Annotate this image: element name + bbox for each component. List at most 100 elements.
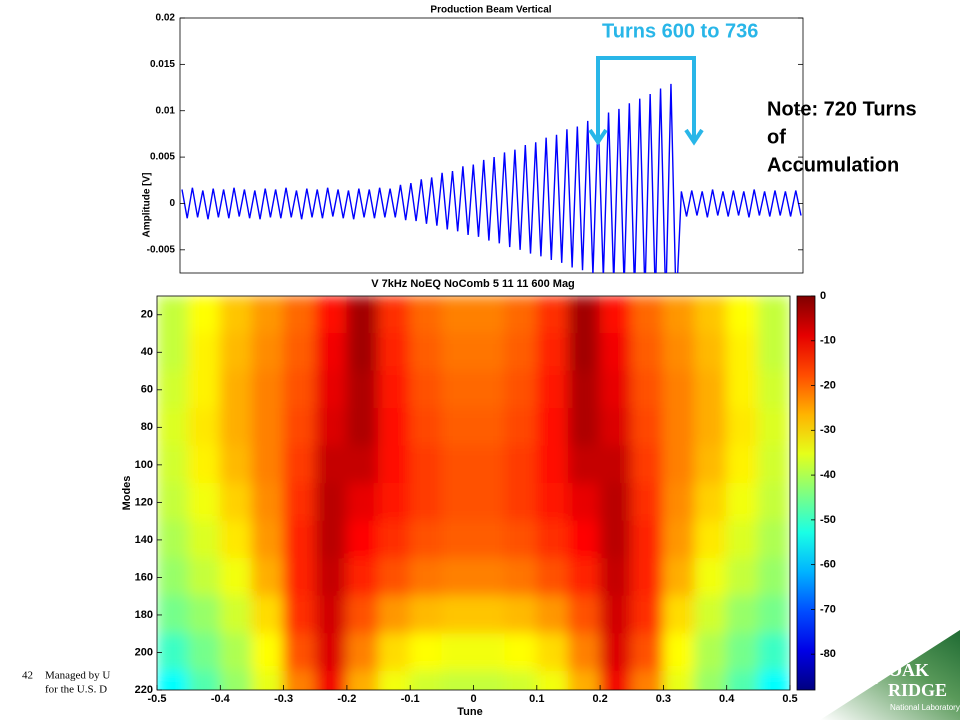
heatmap-cell [567,633,601,672]
heatmap-cell [283,558,316,597]
heatmap-cell [757,670,790,690]
heatmap-area [157,296,790,690]
y-tick-label: 220 [135,684,153,696]
heatmap-cell [536,633,569,672]
y-tick-label: 80 [141,421,153,433]
heatmap-cell [662,595,696,635]
heatmap-cell [662,408,696,447]
heatmap-cell [757,445,790,485]
heatmap-cell [188,296,221,335]
heatmap-cell [219,408,253,447]
heatmap-cell [314,296,348,335]
heatmap-cell [378,633,411,672]
heatmap-cell [473,408,506,447]
heatmap-cell [473,333,506,372]
heatmap-cell [188,370,221,410]
logo-tree [865,650,887,684]
heatmap-cell [251,408,285,447]
heatmap-cell [599,296,633,335]
heatmap-cell [473,670,506,690]
heatmap-cell [409,670,443,690]
heatmap-cell [314,670,348,690]
heatmap-cell [726,558,759,597]
heatmap-cell [346,445,380,485]
heatmap-cell [694,296,728,335]
heatmap-cell [346,483,380,522]
heatmap-cell [441,333,474,372]
heatmap-cell [346,633,380,672]
logo-background [820,630,960,720]
heatmap-cell [757,296,790,335]
heatmap-cell [726,408,759,447]
heatmap-cell [631,408,664,447]
heatmap-cell [504,333,538,372]
y-tick-label: 200 [135,646,153,658]
heatmap-cell [219,558,253,597]
colorbar-tick-label: -20 [820,379,836,391]
heatmap-cell [536,408,569,447]
heatmap-cell [283,520,316,560]
heatmap-cell [314,483,348,522]
heatmap-cell [631,670,664,690]
x-tick-label: 0.1 [529,693,544,705]
heatmap-cell [251,370,285,410]
heatmap-cell [504,520,538,560]
waveform-area [181,83,802,273]
heatmap-cell [346,520,380,560]
heatmap-cell [219,670,253,690]
heatmap-cell [314,333,348,372]
heatmap-cell [662,296,696,335]
heatmap-cell [378,296,411,335]
heatmap-cell [441,520,474,560]
heatmap-cell [188,520,221,560]
heatmap-cell [536,670,569,690]
heatmap-cell [536,445,569,485]
heatmap-cell [188,408,221,447]
heatmap-cell [157,296,190,335]
y-tick-label: 40 [141,346,153,358]
heatmap-cell [726,370,759,410]
heatmap-cell [726,296,759,335]
heatmap-cell [536,520,569,560]
heatmap-cell [157,558,190,597]
heatmap-cell [567,445,601,485]
y-tick-label: -0.005 [147,244,176,255]
y-tick-label: 100 [135,459,153,471]
heatmap-cell [219,483,253,522]
heatmap-cell [283,370,316,410]
x-tick-label: -0.5 [148,693,167,705]
heatmap-cell [188,633,221,672]
heatmap-cell [188,445,221,485]
heatmap-cell [441,595,474,635]
y-tick-label: 0.015 [150,59,175,70]
heatmap-cell [157,633,190,672]
heatmap-cell [157,595,190,635]
heatmap-cell [662,633,696,672]
bracket-arrows [588,128,704,146]
heatmap-cell [631,558,664,597]
heatmap-cell [314,558,348,597]
heatmap-cell [441,670,474,690]
heatmap-cell [473,520,506,560]
heatmap-cell [694,595,728,635]
y-tick-label: 120 [135,496,153,508]
heatmap-cell [378,445,411,485]
footer-text: for the U.S. D [45,684,107,696]
heatmap-cell [536,595,569,635]
heatmap-cell [346,370,380,410]
heatmap-cell [473,370,506,410]
heatmap-cell [631,595,664,635]
heatmap-cell [314,370,348,410]
heatmap-cell [694,333,728,372]
heatmap-cell [219,633,253,672]
x-tick-label: 0.4 [719,693,735,705]
y-tick-label: 140 [135,534,153,546]
heatmap-cell [251,633,285,672]
heatmap-cell [409,633,443,672]
x-tick-label: -0.4 [211,693,231,705]
heatmap-cell [599,520,633,560]
colorbar-tick-label: -70 [820,603,836,615]
heatmap-cell [473,633,506,672]
chart-title: V 7kHz NoEQ NoComb 5 11 11 600 Mag [371,278,575,290]
heatmap-cell [567,520,601,560]
